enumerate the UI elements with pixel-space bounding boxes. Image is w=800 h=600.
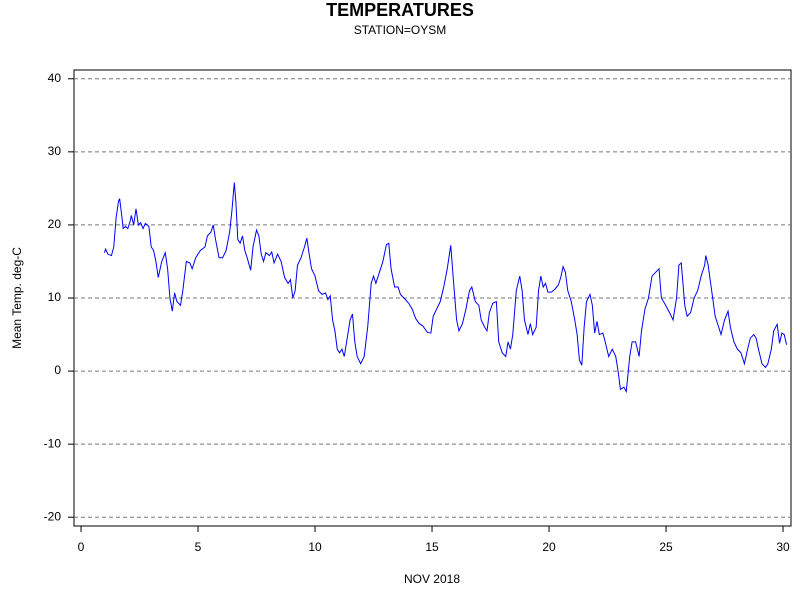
y-axis-label: Mean Temp. deg-C: [10, 247, 24, 349]
y-tick-label: 20: [48, 217, 62, 231]
chart-subtitle: STATION=OYSM: [354, 23, 447, 37]
x-axis-label: NOV 2018: [404, 572, 460, 586]
y-tick-label: 10: [48, 290, 62, 304]
x-tick-label: 30: [776, 540, 790, 554]
y-tick-label: -20: [44, 509, 62, 523]
y-tick-label: 0: [54, 363, 61, 377]
temperature-line: [103, 182, 788, 394]
chart-title: TEMPERATURES: [326, 0, 474, 20]
x-tick-label: 0: [78, 540, 85, 554]
y-tick-label: -10: [44, 436, 62, 450]
x-tick-label: 10: [308, 540, 322, 554]
y-tick-label: 40: [48, 71, 62, 85]
x-tick-label: 25: [659, 540, 673, 554]
x-tick-label: 15: [425, 540, 439, 554]
y-tick-label: 30: [48, 144, 62, 158]
x-tick-label: 20: [542, 540, 556, 554]
x-tick-label: 5: [195, 540, 202, 554]
